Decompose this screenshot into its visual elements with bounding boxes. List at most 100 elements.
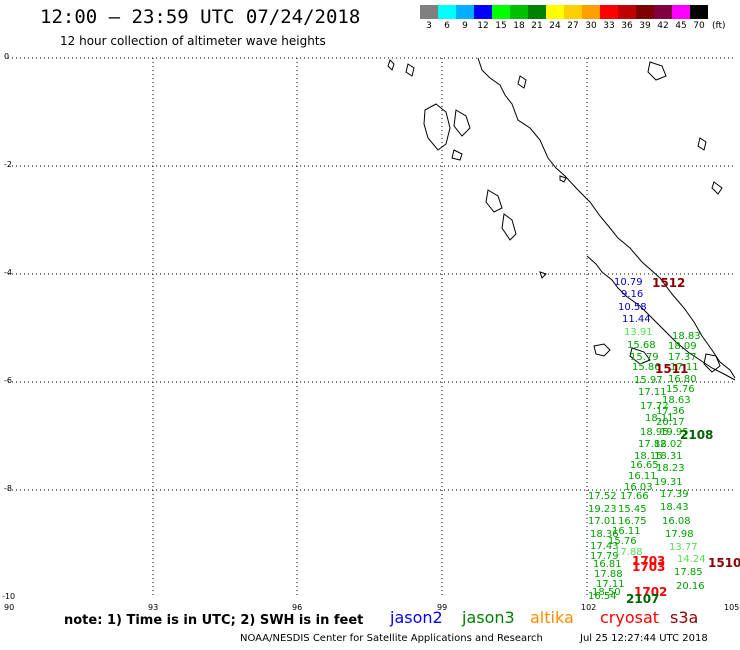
legend-swatch [420, 5, 438, 19]
satellite-legend-entry: altika [530, 608, 574, 627]
legend-label: 6 [444, 21, 450, 31]
color-legend [420, 5, 708, 19]
map-subtitle: 12 hour collection of altimeter wave hei… [60, 34, 326, 48]
wave-height-label: 17.82 [638, 439, 667, 450]
wave-height-label: 18.02 [654, 439, 683, 450]
track-time-label: 2107 [626, 592, 660, 606]
lat-label: -8 [4, 484, 12, 493]
legend-swatch [636, 5, 654, 19]
wave-height-label: 16.65 [630, 460, 659, 471]
note-text: note: 1) Time is in UTC; 2) SWH is in fe… [64, 613, 364, 628]
legend-swatch [510, 5, 528, 19]
legend-label: 21 [531, 21, 543, 31]
wave-height-label: 13.91 [624, 327, 653, 338]
legend-swatch [618, 5, 636, 19]
lon-label: 105 [724, 603, 740, 612]
wave-height-label: 17.43 [590, 541, 619, 552]
satellite-legend-entry: s3a [670, 608, 699, 627]
lon-label: 102 [581, 603, 597, 612]
wave-height-label: 15.76 [666, 384, 695, 395]
wave-height-label: 18.63 [662, 395, 691, 406]
wave-height-label: 17.66 [620, 491, 649, 502]
wave-height-label: 16.08 [662, 516, 691, 527]
wave-height-label: 18.23 [656, 463, 685, 474]
legend-label: 3 [426, 21, 432, 31]
track-time-label: 1512 [652, 276, 686, 290]
wave-height-label: 17.11 [638, 387, 667, 398]
legend-label: 30 [585, 21, 597, 31]
legend-labels: 3 6 9 12 15 18 21 24 27 30 33 36 39 42 45 70 [420, 21, 708, 31]
lon-label: 96 [292, 603, 303, 612]
wave-height-label: 17.11 [670, 362, 699, 373]
legend-label: 33 [603, 21, 615, 31]
wave-height-label: 18.95 [640, 427, 669, 438]
map-title: 12:00 – 23:59 UTC 07/24/2018 [40, 6, 361, 28]
legend-swatch [672, 5, 690, 19]
legend-swatch [438, 5, 456, 19]
wave-height-label: 15.45 [618, 504, 647, 515]
wave-height-label: 18.11 [645, 413, 674, 424]
legend-label: 42 [657, 21, 669, 31]
legend-label: 70 [693, 21, 705, 31]
legend-swatch [600, 5, 618, 19]
wave-height-label: 18.83 [672, 331, 701, 342]
satellite-legend-entry: cryosat [600, 608, 660, 627]
wave-height-label: 16.81 [593, 559, 622, 570]
lat-label: -4 [4, 268, 12, 277]
wave-height-label: 17.88 [594, 569, 623, 580]
wave-height-label: 17.36 [656, 406, 685, 417]
wave-height-label: 18.43 [660, 502, 689, 513]
wave-height-label: 15.79 [630, 352, 659, 363]
legend-swatch [582, 5, 600, 19]
wave-height-label: 17.01 [588, 516, 617, 527]
legend-label: 9 [462, 21, 468, 31]
lat-label: -10 [2, 592, 16, 601]
wave-height-label: 17.79 [590, 551, 619, 562]
lat-label: 0 [4, 52, 10, 61]
wave-height-label: 18.50 [592, 587, 621, 598]
track-time-label: 1703 [632, 554, 666, 568]
lat-label: -2 [4, 160, 12, 169]
legend-swatch [492, 5, 510, 19]
track-time-label: 1511 [655, 362, 689, 376]
legend-swatch [474, 5, 492, 19]
legend-label: 36 [621, 21, 633, 31]
wave-height-label: 18.31 [654, 451, 683, 462]
legend-label: 45 [675, 21, 687, 31]
track-time-label: 2108 [680, 428, 714, 442]
legend-unit: (ft) [712, 21, 726, 31]
wave-height-label: 15.68 [627, 340, 656, 351]
wave-height-label: 18.36 [590, 529, 619, 540]
legend-label: 27 [567, 21, 579, 31]
wave-height-label: 19.95 [660, 427, 689, 438]
legend-label: 39 [639, 21, 651, 31]
track-time-label: 1702 [634, 585, 668, 599]
coastline [387, 57, 736, 381]
wave-height-label: 16.11 [628, 471, 657, 482]
legend-swatch [564, 5, 582, 19]
wave-height-label: 11.44 [622, 314, 651, 325]
wave-height-label: 19.31 [654, 477, 683, 488]
wave-height-label: 9.16 [621, 289, 644, 300]
legend-swatch [546, 5, 564, 19]
wave-height-label: 15.97 [634, 375, 663, 386]
track-time-label: 1510 [708, 556, 740, 570]
wave-height-label: 16.11 [612, 526, 641, 537]
wave-height-label: 13.77 [669, 542, 698, 553]
wave-height-label: 20.17 [656, 417, 685, 428]
wave-height-label: 16.03 [624, 482, 653, 493]
track-time-label: 1703 [632, 560, 666, 574]
legend-label: 12 [477, 21, 489, 31]
legend-label: 15 [495, 21, 507, 31]
wave-height-label: 18.15 [634, 451, 663, 462]
wave-height-label: 16.75 [618, 516, 647, 527]
lon-label: 93 [148, 603, 159, 612]
satellite-legend-entry: jason2 [390, 608, 443, 627]
wave-height-label: 18.09 [668, 341, 697, 352]
wave-height-label: 15.86 [632, 362, 661, 373]
satellite-legend-entry: jason3 [462, 608, 515, 627]
legend-swatch [528, 5, 546, 19]
lon-label: 90 [4, 603, 15, 612]
lat-label: -6 [4, 376, 12, 385]
